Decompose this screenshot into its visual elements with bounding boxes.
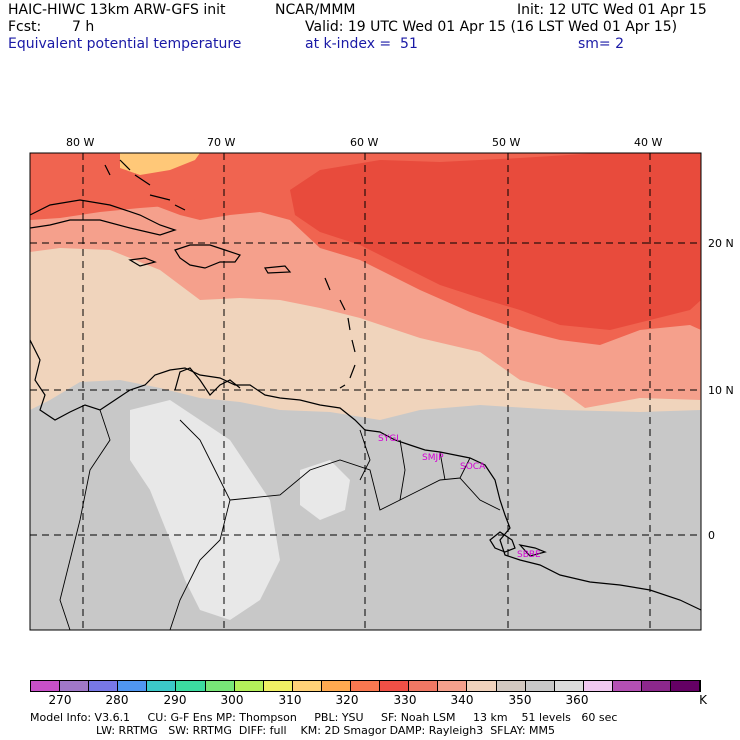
land-light-patch-1 [130,400,280,620]
map-frame [29,152,702,631]
model-title: HAIC-HIWC 13km ARW-GFS init [8,2,226,18]
valid-time: Valid: 19 UTC Wed 01 Apr 15 (16 LST Wed … [305,19,678,35]
forecast-value: 7 h [72,19,95,35]
colorbar-swatch [525,681,555,691]
colorbar-tick-label: 290 [163,693,187,707]
colorbar-swatch [118,681,148,691]
colorbar-swatch [89,681,119,691]
jamaica-coast [128,257,157,267]
colorbar-tick-label: 360 [565,693,589,707]
org-label: NCAR/MMM [275,2,356,18]
colorbar-swatch [380,681,410,691]
colorbar-swatch [31,681,61,691]
station-label: SBBE [517,550,541,560]
station-label: SMJP [422,453,444,463]
colorbar-tick-label: 340 [450,693,474,707]
colorbar-swatch [671,681,701,691]
station-label: SYGI [378,434,399,444]
colorbar-swatch [554,681,584,691]
lon-label-60w: 60 W [350,136,379,149]
lat-label-0: 0 [708,529,715,542]
colorbar-swatch [205,681,235,691]
lat-label-20n: 20 N [708,237,734,250]
colorbar-swatch [641,681,672,691]
contour-fill-320 [120,153,200,175]
colorbar-swatch [583,681,613,691]
bahamas-coast [104,159,186,211]
field-name: Equivalent potential temperature [8,36,242,52]
map-field [30,153,701,630]
colorbar-swatch [467,681,497,691]
graticule [30,153,701,630]
colorbar-swatch [234,681,264,691]
puerto-rico-coast [263,265,292,274]
colorbar-tick-label: 310 [278,693,302,707]
colorbar-tick-label: 280 [105,693,129,707]
model-info-line2: LW: RRTMG SW: RRTMG DIFF: full KM: 2D Sm… [96,724,556,737]
colorbar-tick-label: 300 [220,693,244,707]
lon-label-70w: 70 W [207,136,236,149]
contour-fill-330-nw [30,153,250,220]
colorbar-tick-label: 320 [335,693,359,707]
colorbar-tick-label: 350 [508,693,532,707]
colorbar-swatch [321,681,352,691]
colorbar-swatch [292,681,322,691]
land-light-patch-2 [300,460,350,520]
lon-label-80w: 80 W [66,136,95,149]
lat-label-10n: 10 N [708,384,734,397]
cuba-coast [30,199,177,236]
colorbar-swatch [496,681,526,691]
colorbar-swatch [612,681,642,691]
colorbar-swatch [263,681,293,691]
colorbar-tick-label: 270 [48,693,72,707]
colorbar-swatch [147,681,177,691]
amazon-mouth-coast [489,531,547,557]
colorbar [30,680,701,692]
level-label: at k-index = 51 [305,36,418,52]
colorbar-swatch [176,681,206,691]
colorbar-tick-label: 330 [393,693,417,707]
colorbar-swatch [351,681,381,691]
colorbar-tick-label: K [699,693,707,707]
lesser-antilles-coast [324,277,356,389]
south-america-borders [59,409,501,630]
venezuela-bay-coast [174,367,241,396]
contour-fill-325 [290,153,701,330]
station-label: SOCA [460,462,486,472]
colorbar-swatch [60,681,90,691]
lon-label-50w: 50 W [492,136,521,149]
lon-label-40w: 40 W [634,136,663,149]
smooth-label: sm= 2 [578,36,625,52]
colorbar-swatch [409,681,439,691]
init-time: Init: 12 UTC Wed 01 Apr 15 [517,2,707,18]
model-info-line1: Model Info: V3.6.1 CU: G-F Ens MP: Thomp… [30,711,618,724]
hispaniola-coast [174,244,241,269]
forecast-label: Fcst: [8,19,42,35]
colorbar-swatch [438,681,468,691]
